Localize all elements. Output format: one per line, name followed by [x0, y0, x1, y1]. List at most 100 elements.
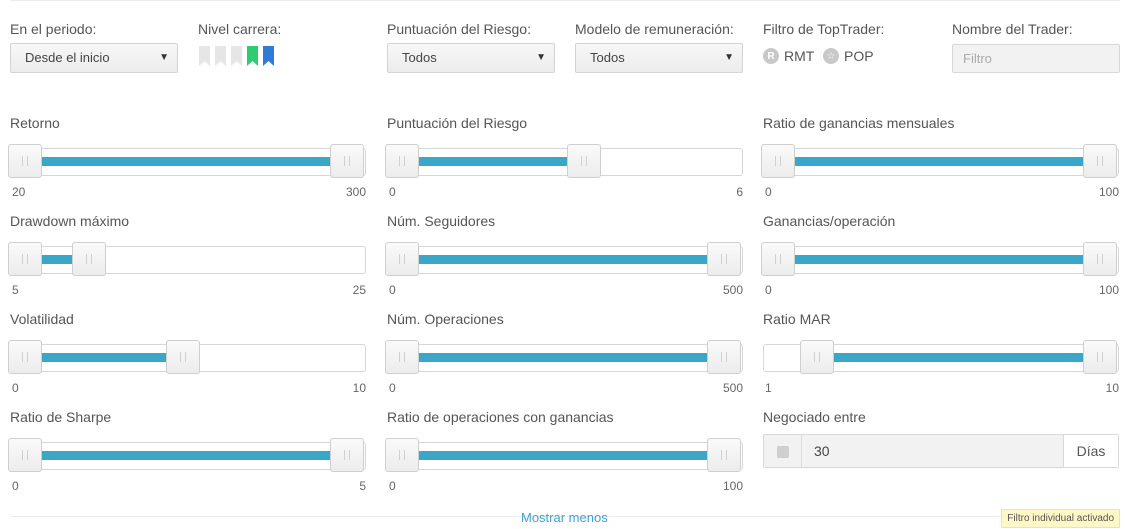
slider-min-handle[interactable] — [761, 242, 795, 276]
toptrader-label: Filtro de TopTrader: — [763, 21, 885, 37]
top-divider — [10, 0, 1120, 1]
toptrader-pop-toggle[interactable]: ☆ POP — [823, 48, 874, 64]
remuneration-select[interactable]: Todos ▼ — [575, 43, 743, 73]
risk-score-select[interactable]: Todos ▼ — [387, 43, 555, 73]
slider-max-handle[interactable] — [165, 340, 200, 374]
slider-label-volatilidad: Volatilidad — [10, 311, 74, 327]
flag-level-4-icon[interactable] — [246, 46, 259, 67]
slider-min-value: 0 — [12, 381, 19, 395]
slider-min-handle[interactable] — [8, 242, 42, 276]
negotiated-days-input[interactable]: 30 — [814, 443, 830, 459]
pop-label: POP — [844, 48, 874, 64]
slider-max-handle[interactable] — [72, 242, 107, 276]
career-label: Nivel carrera: — [198, 21, 282, 37]
slider-range-fill — [404, 451, 726, 460]
slider-operaciones-ganancias[interactable] — [385, 438, 743, 472]
slider-min-handle[interactable] — [800, 340, 835, 374]
slider-drawdown[interactable] — [8, 242, 366, 276]
negotiated-label: Negociado entre — [763, 409, 866, 425]
slider-min-handle[interactable] — [8, 340, 42, 374]
slider-max-handle[interactable] — [567, 144, 602, 178]
slider-range-fill — [27, 451, 349, 460]
slider-min-value: 0 — [389, 185, 396, 199]
slider-max-handle[interactable] — [1083, 340, 1117, 374]
slider-max-value: 100 — [722, 479, 743, 493]
slider-min-value: 20 — [12, 185, 26, 199]
chevron-down-icon: ▼ — [159, 52, 169, 63]
chevron-down-icon: ▼ — [536, 52, 546, 63]
negotiated-field: 30 Días — [763, 434, 1119, 468]
filter-status-note: Filtro individual activado — [1001, 509, 1120, 528]
trader-name-label: Nombre del Trader: — [952, 21, 1073, 37]
slider-range-fill — [27, 255, 92, 264]
slider-label-drawdown: Drawdown máximo — [10, 213, 130, 229]
slider-min-value: 5 — [12, 283, 19, 297]
slider-min-handle[interactable] — [385, 340, 419, 374]
slider-retorno[interactable] — [8, 144, 366, 178]
slider-max-handle[interactable] — [707, 242, 741, 276]
star-badge-icon: ☆ — [823, 48, 839, 64]
risk-score-select-value: Todos — [402, 50, 437, 65]
slider-max-handle[interactable] — [330, 438, 364, 472]
slider-label-ganancias-operacion: Ganancias/operación — [763, 213, 896, 229]
slider-max-value: 25 — [352, 283, 366, 297]
chevron-down-icon: ▼ — [724, 52, 734, 63]
flag-level-3-icon[interactable] — [230, 46, 243, 67]
slider-operaciones[interactable] — [385, 340, 743, 374]
slider-min-handle[interactable] — [385, 242, 419, 276]
slider-range-fill — [404, 353, 726, 362]
toptrader-rmt-toggle[interactable]: R RMT — [763, 48, 814, 64]
slider-min-value: 0 — [389, 283, 396, 297]
career-level-selector — [198, 46, 275, 68]
slider-min-handle[interactable] — [385, 144, 419, 178]
flag-level-5-icon[interactable] — [262, 46, 275, 67]
slider-max-value: 100 — [1098, 283, 1119, 297]
slider-label-operaciones: Núm. Operaciones — [387, 311, 504, 327]
slider-ganancias-mensuales[interactable] — [761, 144, 1119, 178]
slider-label-retorno: Retorno — [10, 115, 60, 131]
slider-min-handle[interactable] — [761, 144, 795, 178]
slider-min-handle[interactable] — [8, 438, 42, 472]
slider-max-value: 100 — [1098, 185, 1119, 199]
show-less-link[interactable]: Mostrar menos — [521, 510, 608, 525]
slider-range-fill — [780, 157, 1102, 166]
slider-range-fill — [27, 353, 185, 362]
slider-max-value: 500 — [722, 381, 743, 395]
slider-max-value: 6 — [736, 185, 743, 199]
trader-name-input[interactable] — [952, 44, 1120, 73]
slider-max-handle[interactable] — [707, 438, 741, 472]
period-select[interactable]: Desde el inicio ▼ — [10, 43, 178, 73]
slider-label-operaciones-ganancias: Ratio de operaciones con ganancias — [387, 409, 614, 425]
slider-max-value: 10 — [1105, 381, 1119, 395]
slider-max-handle[interactable] — [330, 144, 364, 178]
bottom-divider — [10, 516, 1120, 517]
slider-min-value: 0 — [765, 283, 772, 297]
slider-max-value: 300 — [345, 185, 366, 199]
slider-riesgo[interactable] — [385, 144, 743, 178]
slider-mar[interactable] — [763, 340, 1119, 374]
slider-range-fill — [819, 353, 1102, 362]
flag-level-1-icon[interactable] — [198, 46, 211, 67]
negotiated-checkbox[interactable] — [777, 446, 789, 458]
slider-seguidores[interactable] — [385, 242, 743, 276]
slider-min-value: 0 — [389, 381, 396, 395]
flag-level-2-icon[interactable] — [214, 46, 227, 67]
slider-min-handle[interactable] — [8, 144, 42, 178]
slider-max-value: 5 — [359, 479, 366, 493]
slider-max-value: 10 — [352, 381, 366, 395]
slider-min-value: 0 — [765, 185, 772, 199]
risk-score-label: Puntuación del Riesgo: — [387, 21, 531, 37]
slider-min-value: 0 — [12, 479, 19, 493]
period-label: En el periodo: — [10, 21, 97, 37]
slider-max-handle[interactable] — [707, 340, 741, 374]
slider-min-value: 0 — [389, 479, 396, 493]
slider-min-handle[interactable] — [385, 438, 419, 472]
slider-max-handle[interactable] — [1083, 242, 1117, 276]
period-select-value: Desde el inicio — [25, 50, 110, 65]
divider — [801, 435, 802, 467]
slider-volatilidad[interactable] — [8, 340, 366, 374]
slider-max-handle[interactable] — [1083, 144, 1117, 178]
remuneration-label: Modelo de remuneración: — [575, 21, 734, 37]
slider-ganancias-operacion[interactable] — [761, 242, 1119, 276]
slider-sharpe[interactable] — [8, 438, 366, 472]
